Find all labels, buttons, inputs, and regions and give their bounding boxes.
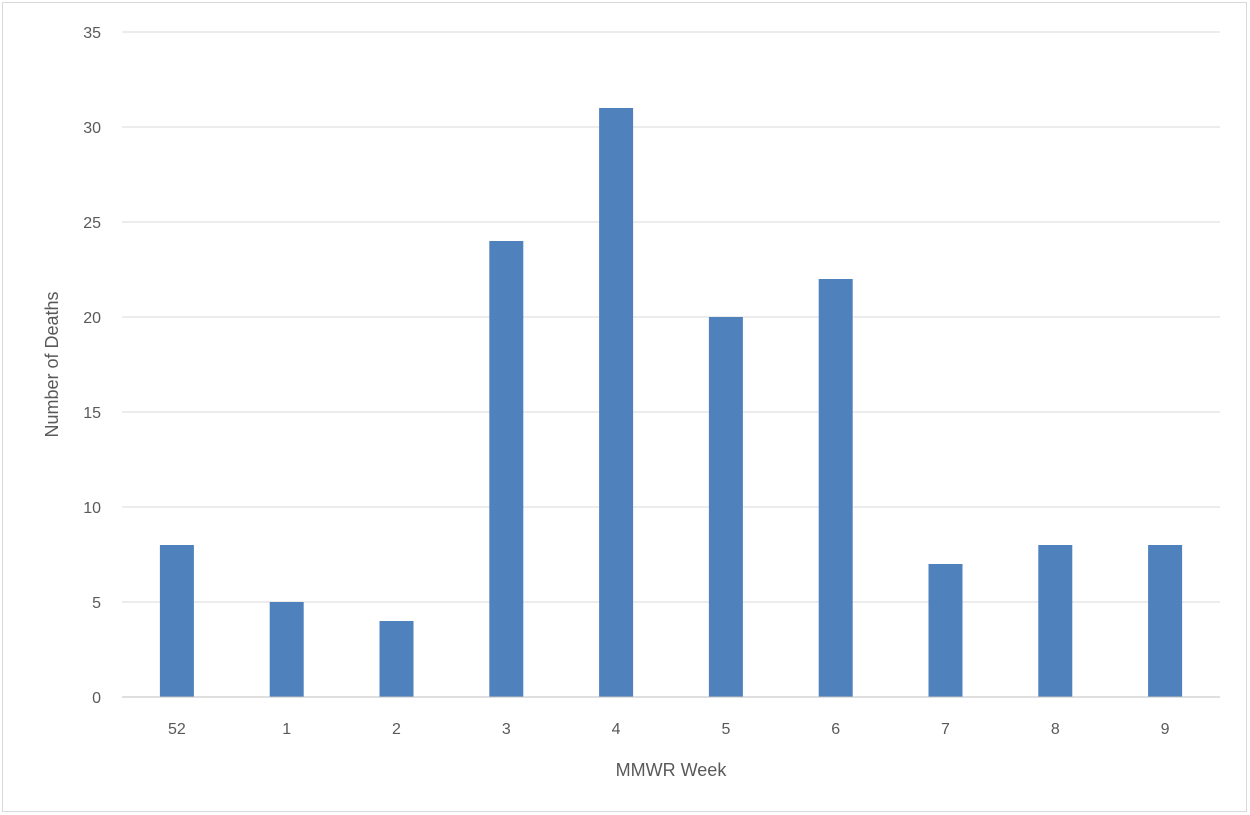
x-tick-label: 8 xyxy=(1051,721,1060,738)
y-tick-label: 0 xyxy=(92,690,101,707)
x-tick-label: 3 xyxy=(502,721,511,738)
x-tick-label: 52 xyxy=(168,721,186,738)
x-tick-label: 7 xyxy=(941,721,950,738)
y-axis-ticks: 0 5 10 15 20 25 30 35 xyxy=(83,25,101,707)
bar xyxy=(159,545,194,697)
x-tick-label: 1 xyxy=(282,721,291,738)
bar xyxy=(379,621,414,697)
x-tick-label: 5 xyxy=(721,721,730,738)
x-axis-title: MMWR Week xyxy=(616,760,728,780)
x-tick-label: 9 xyxy=(1161,721,1170,738)
x-tick-label: 2 xyxy=(392,721,401,738)
x-tick-label: 6 xyxy=(831,721,840,738)
bar xyxy=(928,564,963,697)
y-tick-label: 20 xyxy=(83,310,101,327)
bar xyxy=(599,108,634,697)
bar xyxy=(1038,545,1073,697)
bar xyxy=(269,602,304,697)
y-tick-label: 30 xyxy=(83,120,101,137)
x-tick-label: 4 xyxy=(612,721,621,738)
bars xyxy=(159,108,1183,697)
y-tick-label: 15 xyxy=(83,405,101,422)
y-tick-label: 25 xyxy=(83,215,101,232)
y-tick-label: 5 xyxy=(92,595,101,612)
gridlines xyxy=(122,31,1220,603)
y-tick-label: 35 xyxy=(83,25,101,42)
bar xyxy=(818,279,853,697)
bar xyxy=(708,317,743,697)
y-tick-label: 10 xyxy=(83,500,101,517)
y-axis-title: Number of Deaths xyxy=(42,291,62,437)
x-axis-ticks: 52 1 2 3 4 5 6 7 8 9 xyxy=(168,721,1170,738)
bar xyxy=(489,241,524,697)
bar xyxy=(1148,545,1183,697)
